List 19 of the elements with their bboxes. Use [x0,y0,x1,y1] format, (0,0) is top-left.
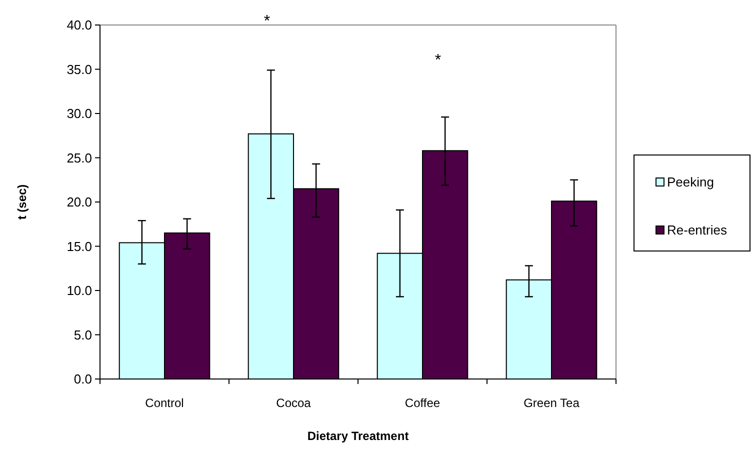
y-tick-label: 25.0 [66,150,92,166]
legend-label: Re-entries [667,222,728,238]
x-tick-label: Control [145,396,184,410]
legend-label: Peeking [667,174,714,190]
y-tick-label: 40.0 [66,18,92,33]
y-tick-label: 15.0 [66,238,92,254]
y-tick-label: 35.0 [66,62,92,77]
x-tick-label: Coffee [404,396,440,410]
x-tick-label: Green Tea [524,396,580,410]
y-axis-title: t (sec) [15,184,29,220]
annotation: * [264,13,270,30]
y-tick-label: 30.0 [66,106,92,122]
y-tick-label: 20.0 [66,194,92,210]
y-tick-label: 0.0 [74,372,92,387]
y-tick-label: 5.0 [74,327,92,342]
annotation: * [434,52,442,69]
x-tick-label: Cocoa [276,396,312,410]
x-axis-title: Dietary Treatment [307,429,409,443]
y-tick-label: 10.0 [66,283,92,298]
